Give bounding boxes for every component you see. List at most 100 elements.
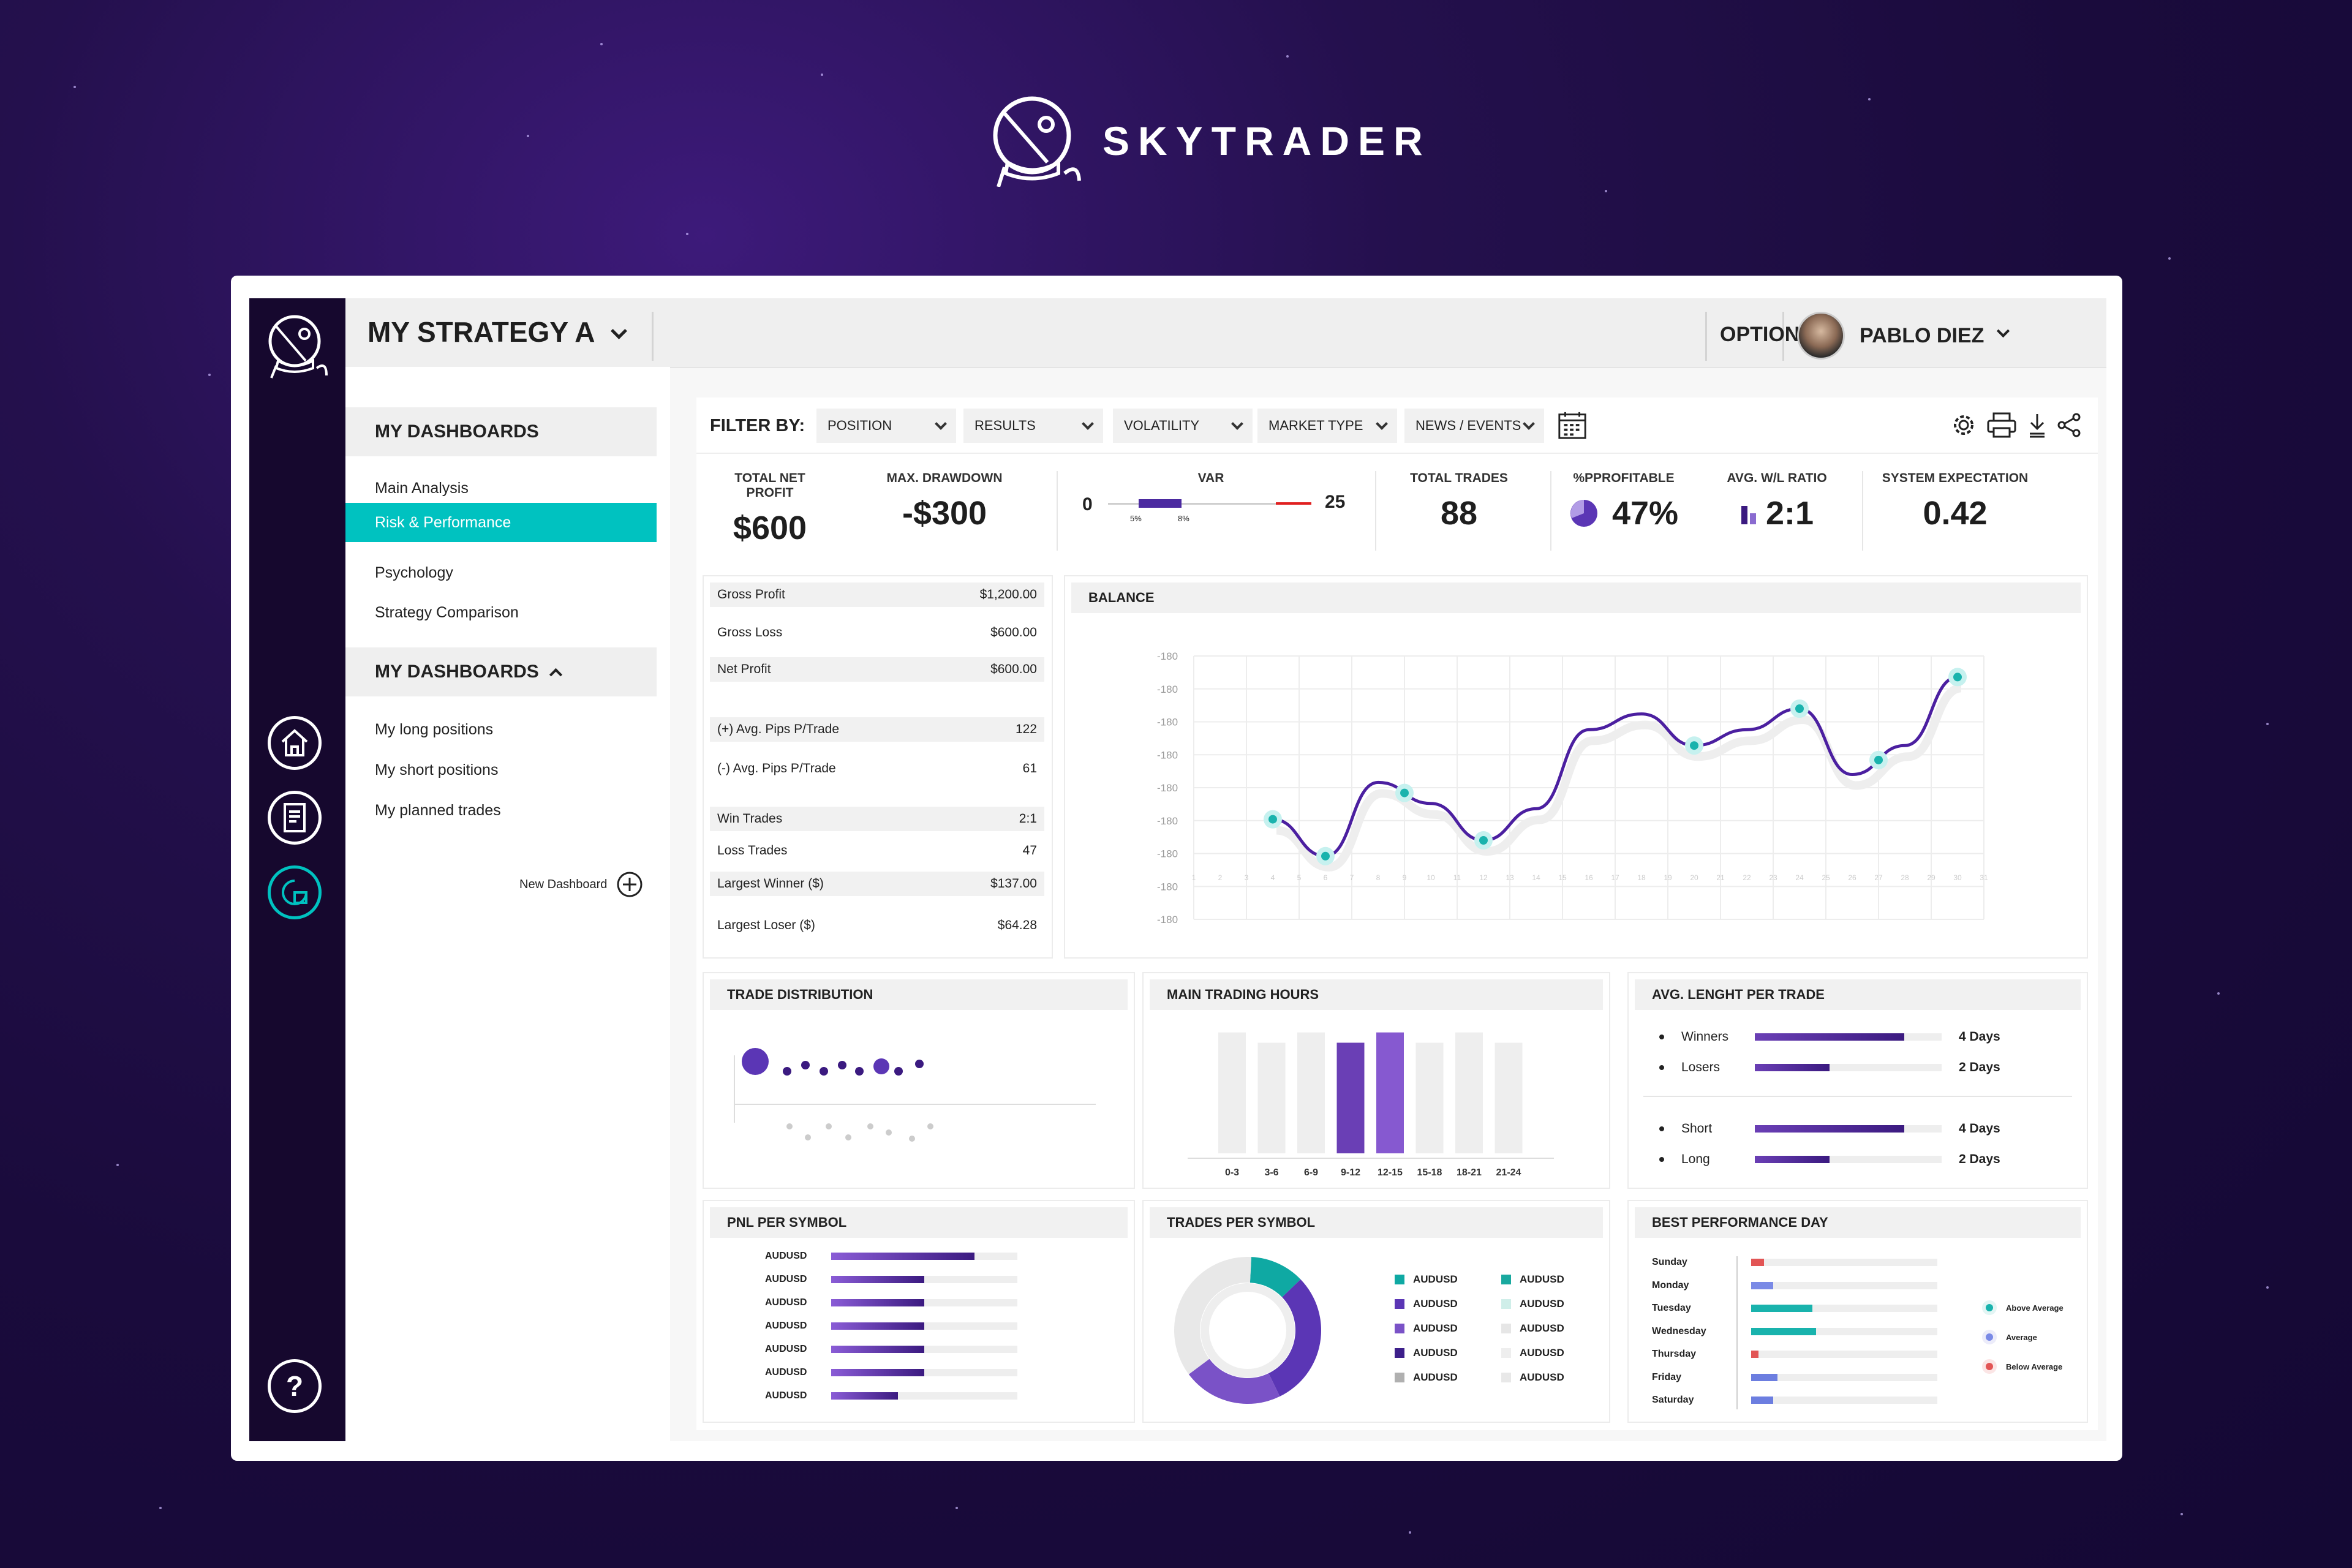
x-tick-label: 9: [1403, 873, 1407, 882]
stat-label: (-) Avg. Pips P/Trade: [717, 761, 836, 775]
sidebar-item-risk-performance[interactable]: Risk & Performance: [345, 503, 657, 542]
kpi-value: -$300: [902, 495, 987, 532]
y-tick-label: -180: [1157, 848, 1178, 860]
bar-track: [1751, 1373, 1937, 1381]
new-dashboard-button[interactable]: New Dashboard: [519, 870, 644, 899]
distribution-dot: [927, 1123, 933, 1129]
user-menu[interactable]: PABLO DIEZ: [1797, 312, 2010, 360]
filter-results[interactable]: RESULTS: [963, 409, 1103, 443]
chart-icon: [282, 880, 307, 905]
bar-fill: [1755, 1064, 1830, 1071]
var-mark: 5%: [1130, 514, 1142, 523]
sidebar-item-main-analysis[interactable]: Main Analysis: [375, 480, 469, 497]
data-point: [1321, 851, 1330, 861]
card-title: PNL PER SYMBOL: [710, 1207, 1128, 1238]
row-value: 2 Days: [1959, 1152, 2000, 1166]
chevron-down-icon: [1376, 418, 1388, 430]
bar-fill: [1751, 1305, 1813, 1312]
help-button[interactable]: ?: [268, 1359, 322, 1413]
legend-label: AUDUSD: [1413, 1347, 1458, 1359]
legend-item: AUDUSD: [1395, 1365, 1501, 1390]
distribution-dot: [915, 1060, 924, 1068]
bar-icon: [1741, 506, 1756, 524]
filter-news-events[interactable]: NEWS / EVENTS: [1404, 409, 1544, 443]
legend-label: AUDUSD: [1520, 1371, 1564, 1383]
day-label: Friday: [1652, 1371, 1682, 1382]
length-row: Short 4 Days: [1659, 1117, 2062, 1141]
var-mark: 8%: [1178, 514, 1189, 523]
bullet-dot: [1659, 1126, 1664, 1131]
divider: [1643, 1096, 2072, 1097]
length-row: Losers 2 Days: [1659, 1055, 2062, 1080]
var-range: [1139, 499, 1182, 508]
var-gauge: 0 25 5% 8%: [1070, 489, 1352, 538]
sidebar-item-short-positions[interactable]: My short positions: [375, 761, 499, 778]
kpi-avg-wl-ratio: AVG. W/L RATIO 2:1: [1716, 471, 1838, 532]
chart-button[interactable]: [268, 865, 322, 919]
filter-position[interactable]: POSITION: [816, 409, 956, 443]
y-tick-label: -180: [1157, 914, 1178, 925]
data-point: [1690, 741, 1698, 750]
kpi-total-trades: TOTAL TRADES 88: [1401, 471, 1517, 532]
main-content: FILTER BY: POSITION RESULTS VOLATILITY M…: [696, 398, 2098, 1430]
row-value: 4 Days: [1959, 1121, 2000, 1136]
stat-value: $1,200.00: [979, 587, 1037, 601]
stats-table: Gross Profit $1,200.00 Gross Loss $600.00 …: [703, 575, 1053, 959]
x-tick-label: 11: [1453, 873, 1461, 882]
download-button[interactable]: [2022, 410, 2052, 440]
trades-per-symbol-card: TRADES PER SYMBOL AUDUSD AUDUSD AUDUSD AUDU…: [1142, 1200, 1610, 1423]
symbol-label: AUDUSD: [765, 1367, 807, 1378]
x-tick-label: 1: [1192, 873, 1196, 882]
home-button[interactable]: [268, 716, 322, 770]
donut-slice: [1268, 1279, 1321, 1396]
bar-track: [1751, 1305, 1937, 1312]
print-button[interactable]: [1986, 410, 2017, 440]
x-tick-label: 12: [1479, 873, 1488, 882]
plus-circle-icon: [617, 872, 643, 897]
filter-volatility[interactable]: VOLATILITY: [1113, 409, 1253, 443]
stat-row: Gross Loss $600.00: [710, 620, 1044, 645]
filter-market-type[interactable]: MARKET TYPE: [1257, 409, 1397, 443]
legend-item: Average: [1981, 1322, 2064, 1352]
legend-label: Below Average: [2006, 1362, 2063, 1371]
sidebar-section-toggle[interactable]: MY DASHBOARDS: [345, 647, 657, 696]
legend-label: Above Average: [2006, 1303, 2064, 1313]
sidebar-item-long-positions[interactable]: My long positions: [375, 721, 494, 738]
x-tick-label: 9-12: [1341, 1167, 1360, 1178]
x-tick-label: 22: [1743, 873, 1751, 882]
share-button[interactable]: [2054, 410, 2084, 440]
sidebar-item-planned-trades[interactable]: My planned trades: [375, 802, 501, 819]
var-min: 0: [1082, 494, 1093, 514]
distribution-dot: [867, 1123, 873, 1129]
legend-label: AUDUSD: [1413, 1273, 1458, 1285]
row-value: 2 Days: [1959, 1060, 2000, 1074]
helmet-logo-icon[interactable]: [263, 312, 330, 379]
stat-value: 122: [1015, 722, 1037, 736]
distribution-dot: [786, 1123, 793, 1129]
filter-bar: FILTER BY: POSITION RESULTS VOLATILITY M…: [696, 398, 2098, 454]
document-button[interactable]: [268, 791, 322, 845]
help-icon: ?: [285, 1370, 304, 1402]
x-tick-label: 20: [1690, 873, 1698, 882]
sidebar-item-strategy-comparison[interactable]: Strategy Comparison: [375, 604, 519, 621]
calendar-button[interactable]: [1557, 410, 1588, 440]
sidebar-item-psychology[interactable]: Psychology: [375, 564, 453, 581]
legend-item: AUDUSD: [1501, 1365, 1593, 1390]
kpi-max-drawdown: MAX. DRAWDOWN -$300: [886, 471, 1003, 532]
stat-label: (+) Avg. Pips P/Trade: [717, 722, 840, 736]
settings-button[interactable]: [1948, 410, 1979, 440]
x-tick-label: 19: [1664, 873, 1672, 882]
avatar: [1797, 312, 1845, 360]
bar-fill: [1751, 1281, 1774, 1289]
stat-value: 47: [1022, 843, 1037, 858]
trade-distribution-card: TRADE DISTRIBUTION: [703, 972, 1135, 1189]
stat-label: Win Trades: [717, 812, 783, 826]
strategy-selector[interactable]: MY STRATEGY A: [368, 315, 628, 349]
legend-item: AUDUSD: [1395, 1292, 1501, 1316]
legend-swatch: [1395, 1324, 1404, 1333]
bar-track: [1751, 1396, 1937, 1404]
x-tick-label: 21-24: [1496, 1167, 1521, 1178]
stat-label: Largest Winner ($): [717, 876, 824, 891]
row-label: Long: [1681, 1152, 1710, 1166]
brand-name: SKYTRADER: [1102, 118, 1431, 164]
